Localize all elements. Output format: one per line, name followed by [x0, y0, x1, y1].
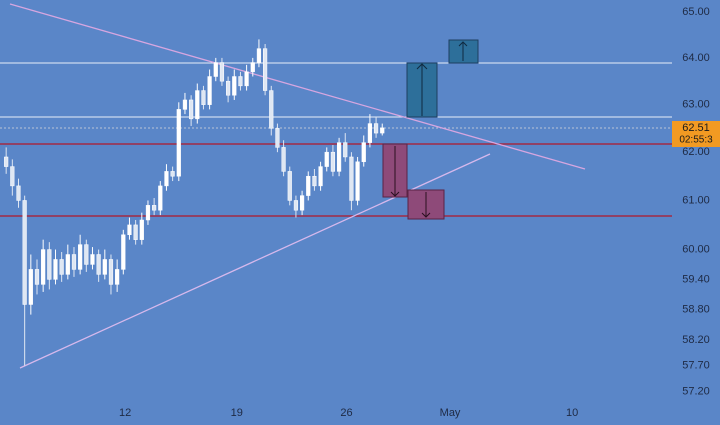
- candle-body: [4, 156, 9, 167]
- candle-body: [133, 224, 138, 240]
- candle-body: [238, 76, 243, 87]
- candle-body: [78, 244, 83, 270]
- candle-body: [244, 71, 249, 87]
- y-tick-label: 62.00: [682, 146, 710, 158]
- countdown: 02:55:3: [679, 135, 713, 146]
- candle-body: [139, 219, 144, 240]
- candle-body: [355, 161, 360, 201]
- x-tick-label: 10: [566, 407, 578, 419]
- price-badge: [672, 121, 720, 147]
- candle-body: [330, 151, 336, 172]
- y-tick-label: 58.20: [682, 334, 710, 346]
- candle-body: [318, 166, 323, 187]
- last-price-label: 62.51: [682, 122, 710, 134]
- candle-body: [102, 259, 107, 275]
- candle-body: [201, 90, 206, 105]
- y-tick-label: 63.00: [682, 99, 710, 111]
- candle-body: [219, 62, 225, 82]
- candle-body: [349, 156, 354, 201]
- candle-body: [306, 175, 311, 196]
- candle-body: [269, 90, 274, 129]
- x-tick-label: 19: [231, 407, 243, 419]
- candles: [4, 39, 385, 366]
- arrow-head: [458, 41, 468, 47]
- x-tick-label: 26: [340, 407, 352, 419]
- candle-body: [361, 142, 366, 163]
- candle-body: [380, 127, 385, 134]
- candle-body: [343, 142, 348, 158]
- trendline: [9, 3, 586, 170]
- candle-body: [250, 62, 255, 73]
- candle-body: [41, 249, 46, 285]
- candle-body: [182, 99, 188, 110]
- x-tick-label: 12: [119, 407, 131, 419]
- arrow-head: [390, 191, 400, 197]
- candle-body: [232, 76, 237, 96]
- candle-body: [195, 90, 200, 120]
- candle-body: [115, 269, 120, 285]
- candle-body: [324, 151, 329, 167]
- candle-body: [34, 269, 40, 285]
- candle-body: [16, 185, 21, 201]
- candle-body: [22, 200, 27, 305]
- y-tick-label: 57.20: [682, 385, 710, 397]
- candle-body: [207, 76, 212, 105]
- candle-body: [176, 109, 181, 177]
- candle-body: [256, 48, 262, 63]
- y-tick-label: 58.80: [682, 303, 710, 315]
- candle-body: [281, 147, 286, 172]
- candle-body: [96, 254, 101, 275]
- candle-body: [65, 254, 70, 275]
- candle-body: [71, 254, 77, 270]
- candle-body: [226, 80, 231, 96]
- candle-body: [373, 123, 379, 134]
- y-tick-label: 61.00: [682, 194, 710, 206]
- candle-body: [59, 259, 64, 275]
- candle-body: [47, 249, 52, 280]
- candle-body: [53, 259, 58, 280]
- y-tick-label: 59.40: [682, 273, 710, 285]
- candle-body: [121, 234, 126, 270]
- candle-body: [90, 254, 95, 265]
- y-tick-label: 60.00: [682, 243, 710, 255]
- candle-body: [108, 259, 114, 285]
- candle-body: [367, 123, 373, 143]
- candle-body: [145, 205, 151, 221]
- y-tick-label: 64.00: [682, 52, 710, 64]
- candle-body: [158, 185, 163, 211]
- y-tick-label: 57.70: [682, 360, 710, 372]
- candle-body: [152, 205, 157, 211]
- arrow-head: [421, 212, 431, 218]
- candle-body: [28, 269, 33, 305]
- candle-body: [336, 142, 342, 172]
- candle-body: [84, 244, 89, 265]
- candle-body: [127, 224, 132, 235]
- arrow-head: [416, 63, 428, 70]
- x-tick-label: May: [440, 407, 461, 419]
- candle-body: [189, 99, 194, 120]
- candle-body: [287, 171, 292, 201]
- y-tick-label: 65.00: [682, 6, 710, 18]
- candle-body: [263, 48, 268, 91]
- candle-body: [312, 175, 317, 187]
- candle-body: [213, 62, 218, 77]
- candle-body: [293, 200, 299, 211]
- candle-body: [275, 128, 280, 148]
- candle-body: [170, 171, 175, 177]
- candle-body: [10, 166, 15, 187]
- candle-body: [299, 195, 305, 211]
- candle-body: [164, 171, 169, 187]
